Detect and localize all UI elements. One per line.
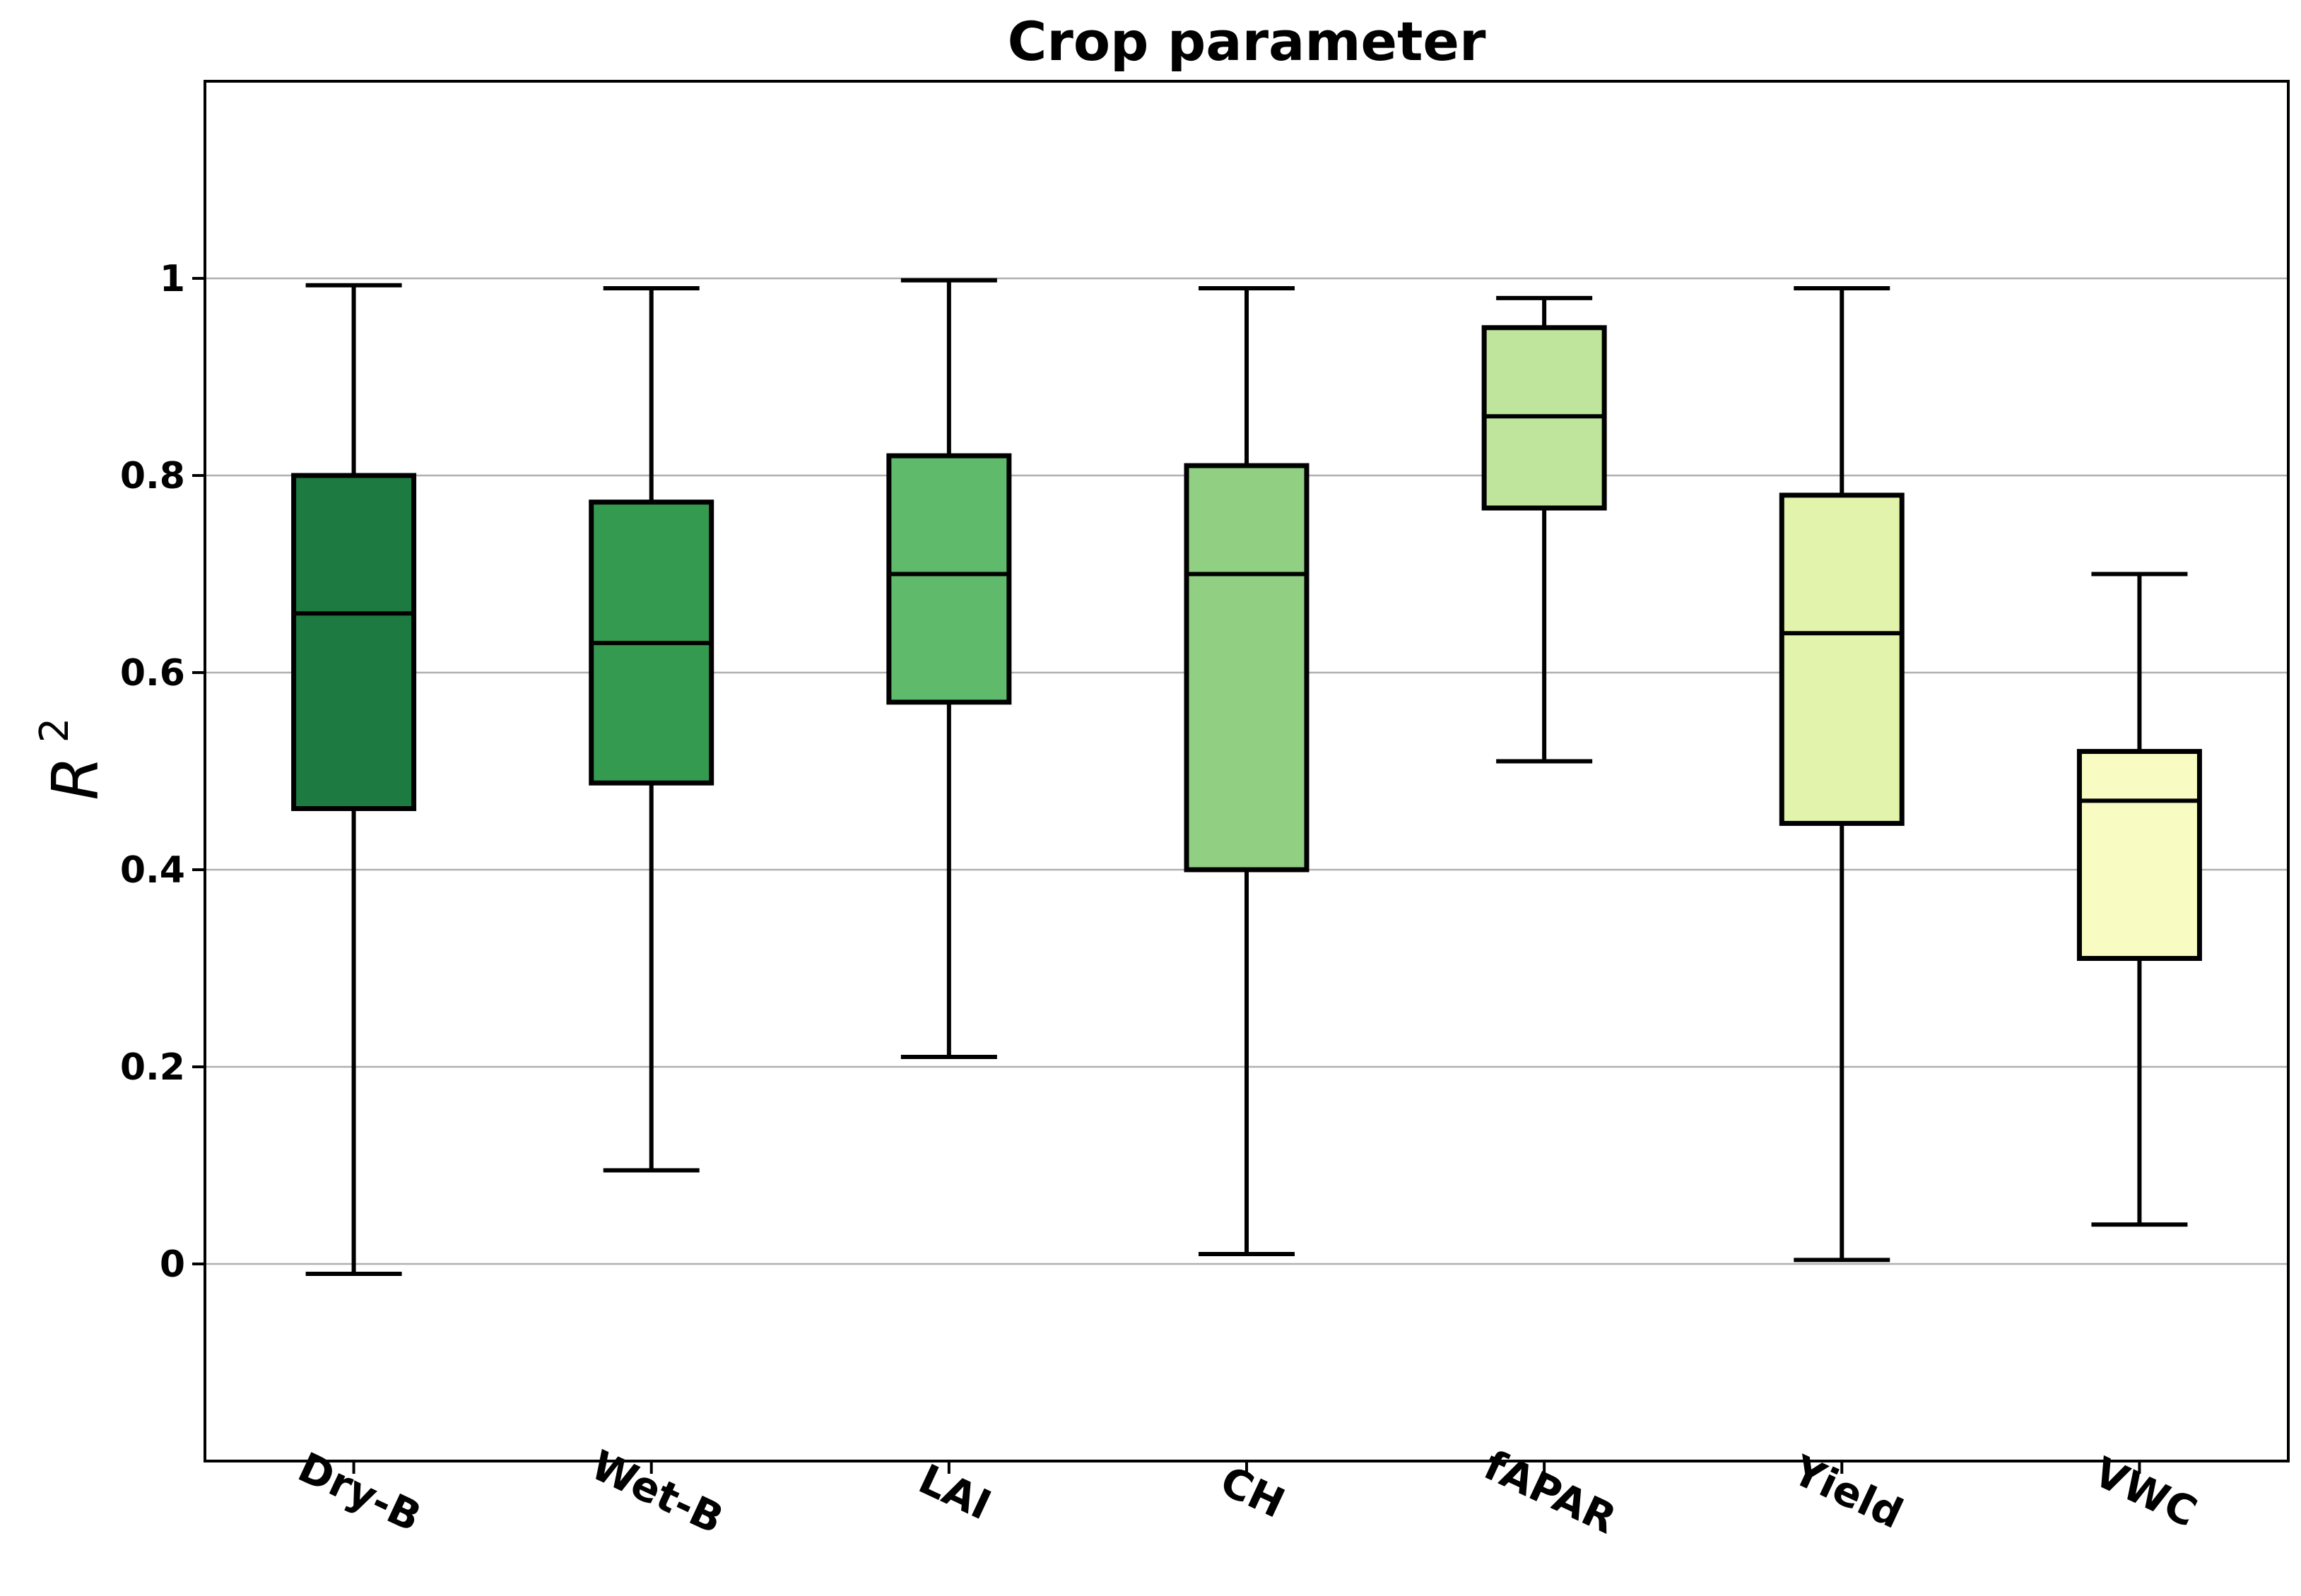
y-axis-label-text: R bbox=[39, 756, 113, 800]
box-body bbox=[1779, 492, 1905, 826]
box-body bbox=[291, 473, 417, 812]
y-axis-label-superscript: 2 bbox=[32, 718, 78, 743]
y-tick-label: 0 bbox=[160, 1243, 185, 1286]
chart-title: Crop parameter bbox=[1008, 10, 1486, 73]
y-tick-label: 0.8 bbox=[120, 455, 185, 497]
box-body bbox=[1184, 463, 1310, 873]
box-dry-b bbox=[291, 283, 417, 1276]
box-lai bbox=[886, 278, 1012, 1060]
box-body bbox=[2076, 749, 2202, 962]
box-wet-b bbox=[589, 285, 714, 1173]
box-fapar bbox=[1481, 295, 1607, 764]
box-body bbox=[886, 453, 1012, 705]
box-series bbox=[291, 278, 2202, 1276]
y-tick-label: 0.2 bbox=[120, 1046, 185, 1089]
y-tick-label: 0.4 bbox=[120, 849, 185, 892]
y-tick-label: 0.6 bbox=[120, 652, 185, 694]
box-ch bbox=[1184, 285, 1310, 1257]
y-axis-label: R 2 bbox=[32, 718, 113, 800]
y-axis: 0 0.2 0.4 0.6 0.8 1 bbox=[120, 258, 205, 1286]
box-yield bbox=[1779, 285, 1905, 1263]
box-vwc bbox=[2076, 572, 2202, 1227]
y-tick-label: 1 bbox=[160, 258, 185, 300]
